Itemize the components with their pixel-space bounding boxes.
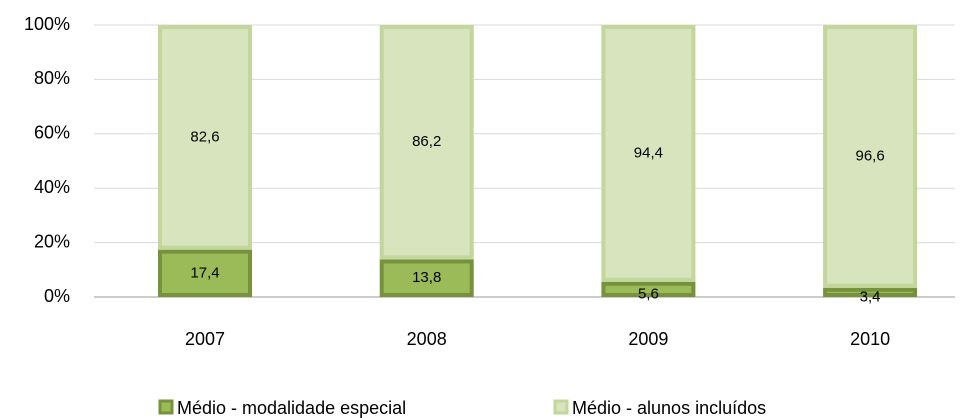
value-label: 3,4: [860, 288, 881, 305]
y-tick-label: 100%: [24, 14, 70, 34]
y-tick-label: 80%: [34, 68, 70, 88]
value-label: 5,6: [638, 285, 659, 302]
value-label: 17,4: [190, 264, 219, 281]
y-tick-label: 0%: [44, 286, 70, 306]
value-label: 94,4: [634, 144, 663, 161]
bar-segment: [823, 287, 918, 298]
y-tick-label: 20%: [34, 231, 70, 251]
x-tick-label: 2009: [628, 329, 668, 349]
bar-segment: [601, 281, 696, 298]
value-label: 96,6: [855, 147, 884, 164]
x-tick-label: 2010: [850, 329, 890, 349]
legend-swatch: [553, 399, 569, 415]
bar-segment: [601, 25, 696, 282]
legend-label: Médio - alunos incluídos: [572, 398, 766, 418]
bar-segment: [158, 25, 252, 250]
legend-swatch: [158, 399, 174, 415]
x-tick-label: 2007: [185, 329, 225, 349]
bar-segment: [379, 259, 474, 297]
bar-segment: [823, 25, 918, 288]
value-label: 82,6: [190, 128, 219, 145]
y-tick-label: 60%: [34, 123, 70, 143]
value-label: 86,2: [412, 133, 441, 150]
bar-segment: [379, 25, 474, 260]
x-tick-label: 2008: [407, 329, 447, 349]
value-label: 13,8: [412, 269, 441, 286]
bar-segment: [158, 249, 252, 297]
y-tick-label: 40%: [34, 177, 70, 197]
legend-label: Médio - modalidade especial: [177, 398, 406, 418]
